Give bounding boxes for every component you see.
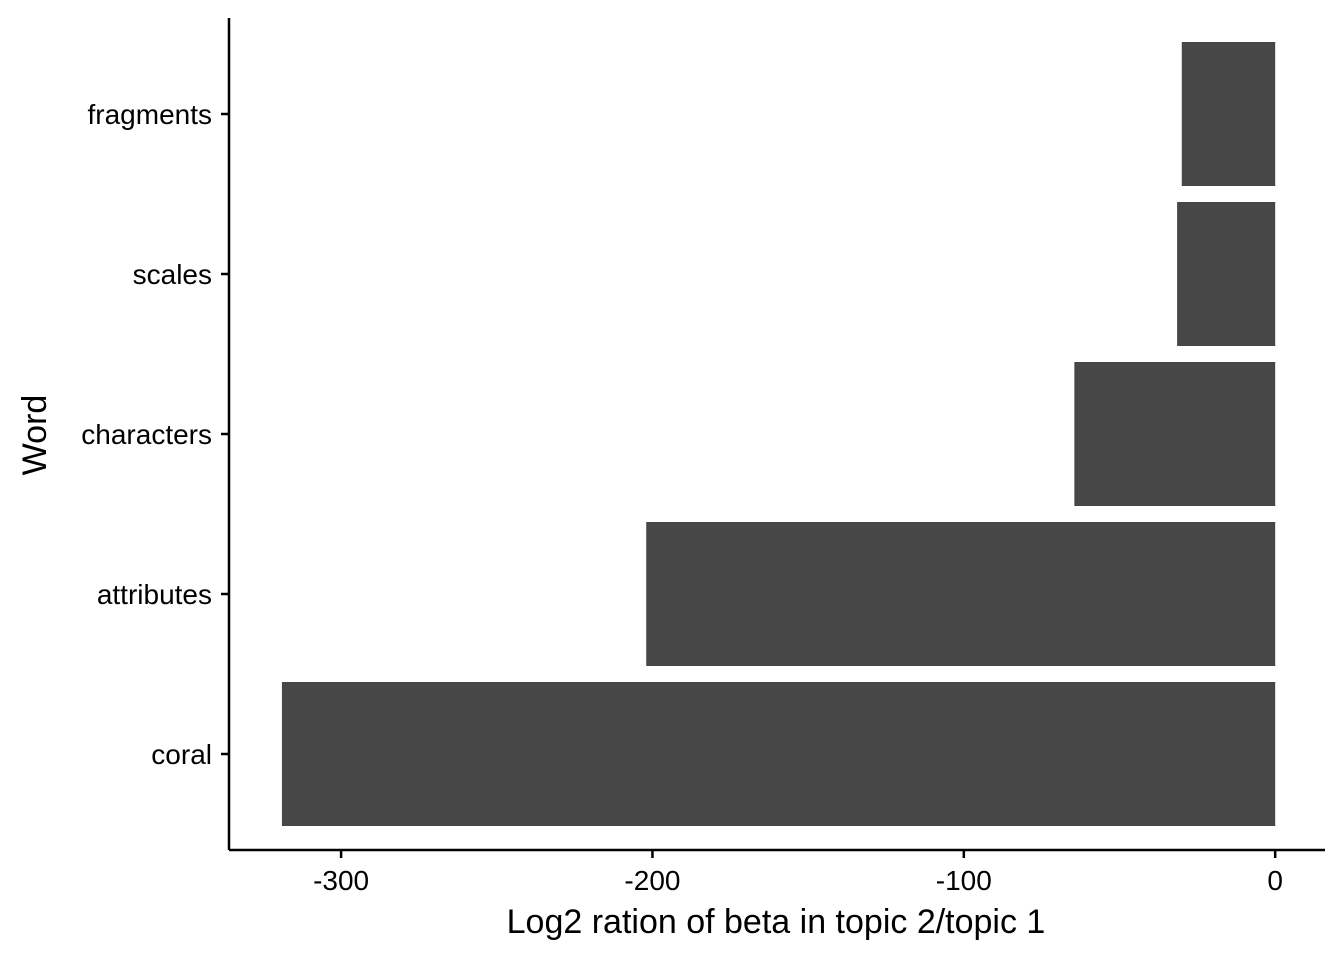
y-axis-title: Word [16, 395, 54, 476]
bar-coral [281, 682, 1276, 826]
bar-scales [1177, 202, 1276, 346]
y-tick-label-scales: scales [133, 259, 212, 290]
y-tick-label-attributes: attributes [97, 579, 212, 610]
y-tick-label-characters: characters [81, 419, 212, 450]
x-tick-label-1: -200 [624, 865, 680, 896]
x-axis-ticks: -300 -200 -100 0 [313, 850, 1283, 896]
y-axis-ticks: fragments scales characters attributes coral [81, 99, 229, 770]
bars [281, 42, 1276, 826]
y-tick-label-coral: coral [151, 739, 212, 770]
x-axis-title: Log2 ration of beta in topic 2/topic 1 [507, 903, 1046, 941]
bar-fragments [1181, 42, 1276, 186]
x-tick-label-0: -300 [313, 865, 369, 896]
x-tick-label-3: 0 [1267, 865, 1283, 896]
y-tick-label-fragments: fragments [88, 99, 213, 130]
bar-attributes [646, 522, 1276, 666]
x-tick-label-2: -100 [936, 865, 992, 896]
bar-characters [1074, 362, 1276, 506]
